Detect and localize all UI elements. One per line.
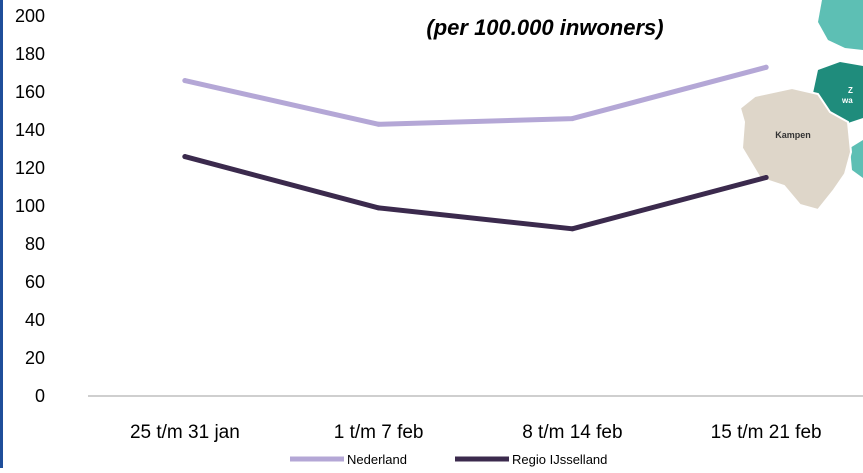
map-inset: Kampen Z wa [738, 0, 863, 212]
series-line-regio-ijsselland [182, 154, 769, 232]
chart-subtitle: (per 100.000 inwoners) [426, 15, 663, 40]
data-point [376, 205, 382, 211]
data-point [376, 121, 382, 127]
map-label-z: Z [848, 86, 853, 95]
data-point [763, 64, 769, 70]
y-tick-label: 0 [35, 386, 45, 406]
y-tick-label: 60 [25, 272, 45, 292]
x-tick-label: 1 t/m 7 feb [334, 422, 424, 443]
data-point [763, 175, 769, 180]
map-region-top [818, 0, 863, 50]
y-tick-label: 180 [15, 44, 45, 64]
data-point [182, 154, 188, 160]
y-tick-label: 80 [25, 234, 45, 254]
map-region-kampen [738, 86, 853, 212]
map-label-kampen: Kampen [775, 130, 811, 140]
x-tick-label: 15 t/m 21 feb [711, 422, 822, 443]
y-tick-label: 140 [15, 120, 45, 140]
y-tick-label: 120 [15, 158, 45, 178]
y-axis-tick-labels: 0 20 40 60 80 100 120 140 160 180 200 [15, 6, 45, 406]
series-lines [182, 64, 769, 232]
x-axis-tick-labels: 25 t/m 31 jan 1 t/m 7 feb 8 t/m 14 feb 15 t… [130, 422, 822, 443]
series-line-nederland [182, 64, 769, 127]
data-point [569, 116, 575, 122]
data-point [182, 78, 188, 84]
x-tick-label: 8 t/m 14 feb [522, 422, 622, 443]
map-region-right-light [850, 140, 863, 178]
map-label-wa: wa [841, 96, 853, 105]
y-tick-label: 160 [15, 82, 45, 102]
y-tick-label: 20 [25, 348, 45, 368]
y-tick-label: 40 [25, 310, 45, 330]
legend-label: Regio IJsselland [512, 452, 607, 467]
legend: Nederland Regio IJsselland [290, 452, 607, 467]
y-tick-label: 200 [15, 6, 45, 26]
legend-label: Nederland [347, 452, 407, 467]
data-point [569, 226, 575, 232]
x-tick-label: 25 t/m 31 jan [130, 422, 240, 443]
y-tick-label: 100 [15, 196, 45, 216]
slide-left-border [0, 0, 3, 468]
